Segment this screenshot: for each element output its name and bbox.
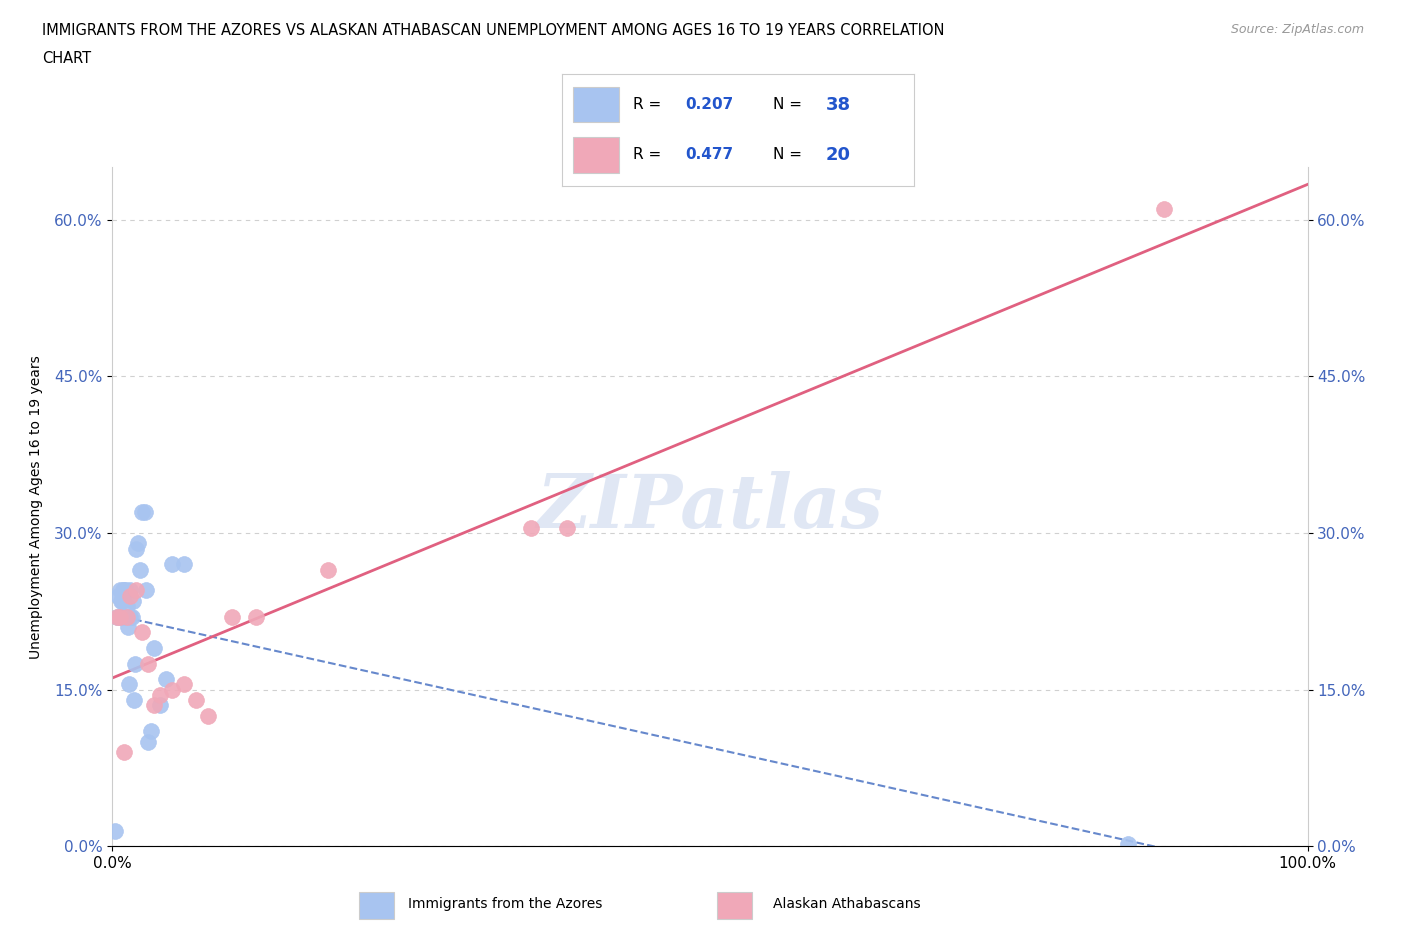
Text: CHART: CHART bbox=[42, 51, 91, 66]
Point bbox=[125, 541, 148, 556]
Text: N =: N = bbox=[773, 147, 807, 162]
Point bbox=[127, 536, 149, 551]
Point bbox=[105, 609, 128, 624]
Point bbox=[555, 520, 578, 535]
Point bbox=[143, 641, 166, 656]
Point bbox=[107, 588, 129, 603]
Text: R =: R = bbox=[633, 97, 666, 112]
Text: 38: 38 bbox=[827, 96, 851, 113]
Text: Source: ZipAtlas.com: Source: ZipAtlas.com bbox=[1230, 23, 1364, 36]
Point bbox=[112, 583, 135, 598]
Point bbox=[117, 619, 139, 634]
Point bbox=[149, 687, 172, 702]
Text: 0.207: 0.207 bbox=[686, 97, 734, 112]
Point bbox=[162, 557, 183, 572]
Point bbox=[120, 583, 142, 598]
Point bbox=[118, 677, 141, 692]
Point bbox=[115, 609, 138, 624]
Point bbox=[245, 609, 267, 624]
Text: 0.477: 0.477 bbox=[686, 147, 734, 162]
Bar bbox=[574, 137, 619, 173]
Point bbox=[186, 693, 208, 708]
Bar bbox=[574, 86, 619, 123]
Bar bbox=[717, 892, 752, 919]
Point bbox=[134, 505, 156, 520]
Point bbox=[520, 520, 543, 535]
Point bbox=[108, 583, 131, 598]
Text: IMMIGRANTS FROM THE AZORES VS ALASKAN ATHABASCAN UNEMPLOYMENT AMONG AGES 16 TO 1: IMMIGRANTS FROM THE AZORES VS ALASKAN AT… bbox=[42, 23, 945, 38]
Text: R =: R = bbox=[633, 147, 666, 162]
Point bbox=[139, 724, 162, 738]
Point bbox=[114, 745, 135, 760]
Point bbox=[111, 609, 134, 624]
Point bbox=[114, 583, 136, 598]
Point bbox=[173, 557, 195, 572]
Text: Immigrants from the Azores: Immigrants from the Azores bbox=[408, 897, 602, 911]
Point bbox=[108, 609, 131, 624]
Point bbox=[105, 609, 128, 624]
Text: Alaskan Athabascans: Alaskan Athabascans bbox=[773, 897, 921, 911]
Point bbox=[131, 625, 153, 640]
Point bbox=[104, 823, 127, 838]
Point bbox=[173, 677, 195, 692]
Point bbox=[221, 609, 243, 624]
Point bbox=[143, 698, 166, 712]
Point bbox=[1153, 202, 1175, 217]
Point bbox=[131, 505, 153, 520]
Point bbox=[1116, 837, 1139, 852]
Point bbox=[111, 593, 134, 608]
Point bbox=[197, 709, 219, 724]
Point bbox=[121, 609, 143, 624]
Point bbox=[138, 735, 160, 750]
Point bbox=[138, 656, 160, 671]
Point bbox=[316, 562, 339, 577]
Point bbox=[115, 599, 138, 614]
Point bbox=[115, 609, 138, 624]
Point bbox=[120, 609, 142, 624]
Point bbox=[155, 671, 177, 686]
Point bbox=[149, 698, 172, 712]
Point bbox=[120, 588, 142, 603]
Point bbox=[114, 583, 135, 598]
Text: 20: 20 bbox=[827, 146, 851, 164]
Point bbox=[114, 609, 135, 624]
Point bbox=[122, 693, 145, 708]
Point bbox=[121, 593, 143, 608]
Text: N =: N = bbox=[773, 97, 807, 112]
Point bbox=[129, 562, 152, 577]
Bar bbox=[359, 892, 394, 919]
Point bbox=[110, 593, 132, 608]
Point bbox=[112, 609, 135, 624]
Point bbox=[110, 609, 132, 624]
Point bbox=[114, 609, 136, 624]
Point bbox=[162, 683, 183, 698]
Y-axis label: Unemployment Among Ages 16 to 19 years: Unemployment Among Ages 16 to 19 years bbox=[30, 355, 44, 658]
Point bbox=[124, 656, 146, 671]
Point bbox=[125, 583, 148, 598]
Point bbox=[135, 583, 157, 598]
Text: ZIPatlas: ZIPatlas bbox=[537, 471, 883, 543]
